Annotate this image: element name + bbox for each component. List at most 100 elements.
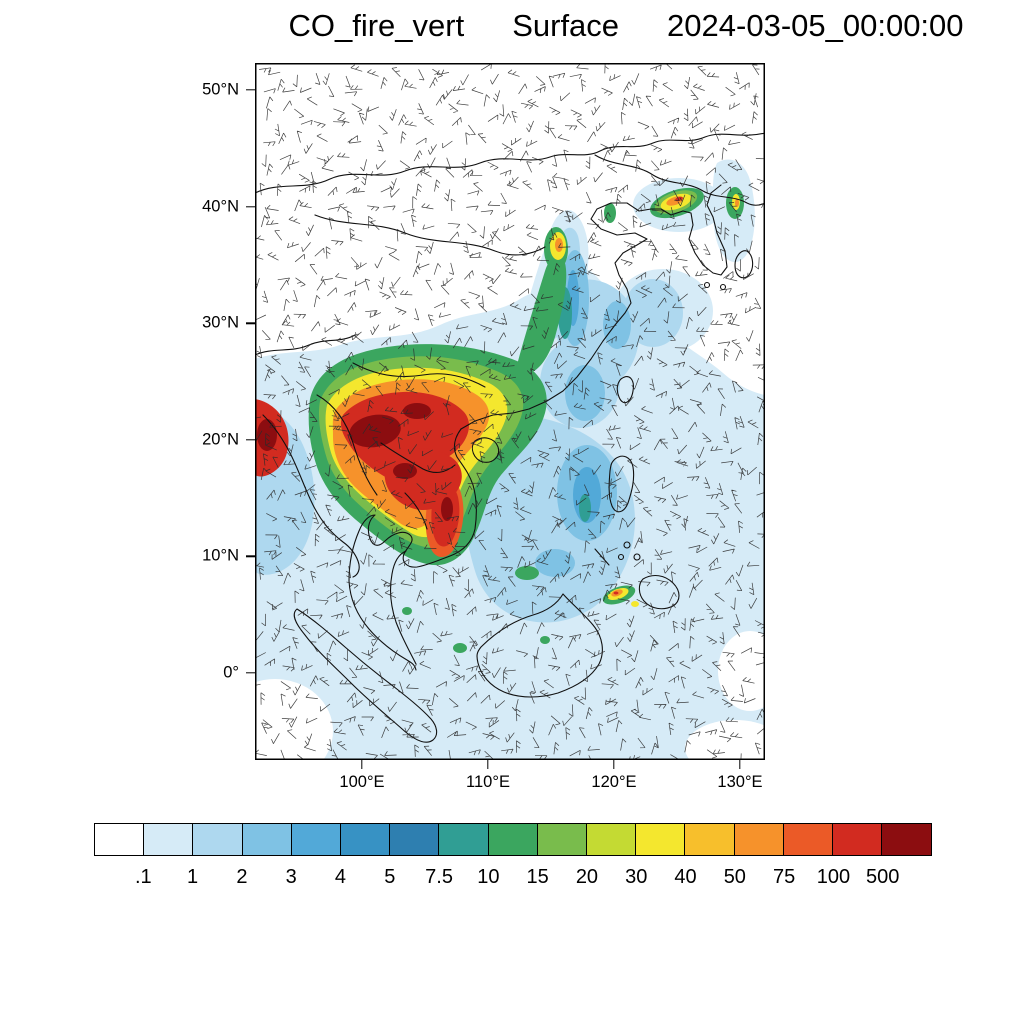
colorbar-label: 5: [384, 866, 396, 888]
y-tick-label: 10°N: [202, 546, 239, 565]
border-path: [404, 492, 428, 530]
plot-title: CO_fire_vert Surface 2024-03-05_00:00:00: [230, 8, 1022, 44]
title-datetime: 2024-03-05_00:00:00: [667, 8, 964, 43]
colorbar-label: 15: [526, 866, 549, 888]
colorbar-label: 30: [625, 866, 648, 888]
border-path: [316, 394, 378, 496]
coastline-path: [608, 455, 635, 513]
colorbar-label: 4: [334, 866, 347, 888]
colorbar-label: .1: [134, 866, 152, 888]
co-fill-shape: [515, 566, 539, 580]
map-frame: [255, 63, 765, 760]
colorbar-label: 20: [575, 866, 599, 888]
co-fill-shape: [453, 643, 467, 653]
colorbar-box: [684, 823, 736, 856]
x-tick-label: 130°E: [717, 773, 763, 791]
coastline-path: [460, 184, 728, 430]
x-tick-label: 110°E: [466, 773, 510, 791]
colorbar-label: 3: [285, 866, 297, 888]
coastline-path: [623, 541, 631, 549]
y-tick-label: 0°: [223, 663, 239, 682]
colorbar-label: 1: [187, 866, 199, 888]
y-tick-label: 50°N: [202, 80, 239, 99]
colorbar-label: 2: [236, 866, 248, 888]
colorbar-label: 50: [723, 866, 746, 888]
y-tick-label: 30°N: [202, 313, 239, 332]
coastline-path: [617, 553, 625, 561]
co-fill-shape: [604, 203, 616, 223]
colorbar-boxes: [94, 823, 933, 856]
coastline-path: [471, 437, 500, 463]
colorbar-box: [487, 823, 539, 856]
coastline-path: [703, 281, 711, 289]
y-tick-mark: [246, 439, 255, 441]
coastline-path: [633, 553, 641, 561]
colorbar-label: 10: [477, 866, 500, 888]
colorbar-box: [290, 823, 342, 856]
colorbar-box: [782, 823, 834, 856]
co-fill-shape: [516, 254, 567, 374]
co-fill-shape: [613, 591, 619, 595]
co-fill-shape: [257, 419, 277, 451]
colorbar-box: [438, 823, 490, 856]
co-fill-shape: [535, 549, 575, 577]
co-fill-shape: [685, 720, 765, 760]
co-fill-shape: [603, 301, 631, 349]
co-fill-shape: [555, 238, 563, 252]
colorbar-labels: .1 1 2 3 4 5 7.5 10 15 20 30 40 50 75 100 500: [94, 856, 932, 892]
co-fill-shape: [623, 279, 683, 347]
colorbar-box: [635, 823, 687, 856]
x-tick-label: 120°E: [591, 773, 637, 791]
colorbar-box: [241, 823, 293, 856]
title-variable: CO_fire_vert: [288, 8, 465, 43]
coastline-path: [293, 608, 438, 743]
co-fill-shape: [579, 494, 591, 522]
colorbar-box: [881, 823, 933, 856]
x-tick-label: 100°E: [339, 773, 385, 791]
title-level: Surface: [512, 8, 620, 43]
colorbar: .1 1 2 3 4 5 7.5 10 15 20 30 40 50 75 100 500: [94, 823, 933, 892]
coastline-path: [390, 550, 417, 665]
co-fill-shape: [441, 497, 453, 521]
co-fill-shape: [402, 607, 412, 615]
co-fill-shape: [735, 199, 739, 207]
y-tick-mark: [246, 672, 255, 674]
y-tick-mark: [246, 555, 255, 558]
x-tick-mark: [487, 760, 489, 769]
y-tick-mark: [246, 89, 255, 91]
coastline-path: [348, 428, 477, 671]
coastline-path: [262, 414, 360, 578]
border-path: [352, 362, 486, 388]
y-tick-label: 40°N: [202, 197, 239, 216]
colorbar-box: [536, 823, 588, 856]
border-path: [255, 334, 356, 356]
colorbar-label: 75: [772, 866, 796, 888]
border-path: [255, 132, 765, 194]
co-fill-shape: [540, 636, 550, 644]
colorbar-box: [94, 823, 145, 856]
x-tick-mark: [739, 760, 741, 769]
y-tick-label: 20°N: [202, 430, 239, 449]
colorbar-box: [733, 823, 785, 856]
map-canvas: [255, 63, 765, 760]
y-tick-mark: [246, 205, 255, 208]
colorbar-label: 7.5: [425, 866, 453, 888]
coastline-layer: [255, 132, 765, 743]
y-tick-mark: [246, 322, 255, 324]
x-tick-mark: [361, 760, 363, 769]
coastline-path: [616, 376, 634, 404]
colorbar-box: [192, 823, 244, 856]
colorbar-box: [340, 823, 391, 856]
coastline-path: [476, 593, 603, 698]
colorbar-box: [832, 823, 883, 856]
co-fill-layer: [255, 159, 765, 760]
colorbar-box: [586, 823, 637, 856]
co-fill-shape: [631, 601, 639, 607]
wind-barbs-layer: [255, 63, 765, 760]
colorbar-label: 100: [816, 866, 851, 888]
colorbar-label: 500: [866, 866, 900, 888]
co-fill-shape: [718, 631, 765, 711]
colorbar-label: 40: [674, 866, 697, 888]
coastline-path: [638, 574, 680, 610]
